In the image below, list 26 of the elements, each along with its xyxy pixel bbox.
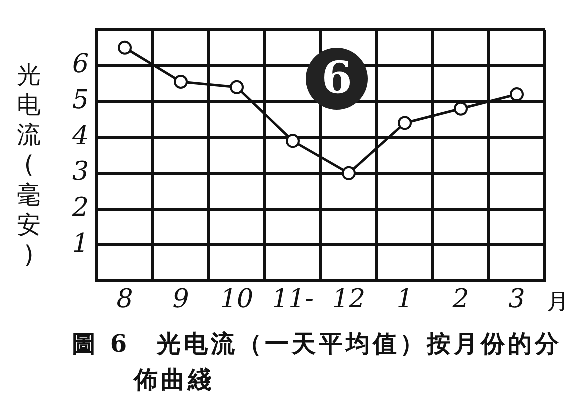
x-tick-label: 8 [116, 284, 134, 314]
text: 圖 6 光电流（一天平均值）按月份的分佈曲綫 [72, 328, 564, 396]
point [174, 74, 188, 89]
x-tick-label: 3 [508, 284, 526, 314]
x-tick-label: 1 [396, 284, 414, 314]
point [118, 40, 132, 55]
x-tick-label: 12 [332, 284, 366, 314]
y-tick-label: 6 [72, 50, 89, 80]
x-tick-label: 11- [272, 284, 314, 314]
x-tick-label: 9 [172, 284, 190, 314]
x-tick-label: 10 [220, 284, 254, 314]
point [342, 166, 356, 180]
number-badge-icon: 6 [306, 48, 368, 110]
y-axis-title: 光电流(毫安) [16, 60, 42, 270]
point [230, 80, 244, 94]
point [510, 88, 524, 102]
point [398, 116, 412, 130]
x-tick-label: 2 [452, 284, 470, 314]
y-tick-label: 2 [71, 193, 89, 224]
y-tick-label: 3 [72, 157, 89, 188]
y-tick-label: 1 [72, 228, 89, 259]
point [454, 102, 468, 116]
y-tick-label: 4 [71, 121, 89, 152]
x-axis-title: 月 [547, 289, 569, 317]
point [286, 134, 300, 148]
y-tick-label: 5 [72, 85, 89, 116]
